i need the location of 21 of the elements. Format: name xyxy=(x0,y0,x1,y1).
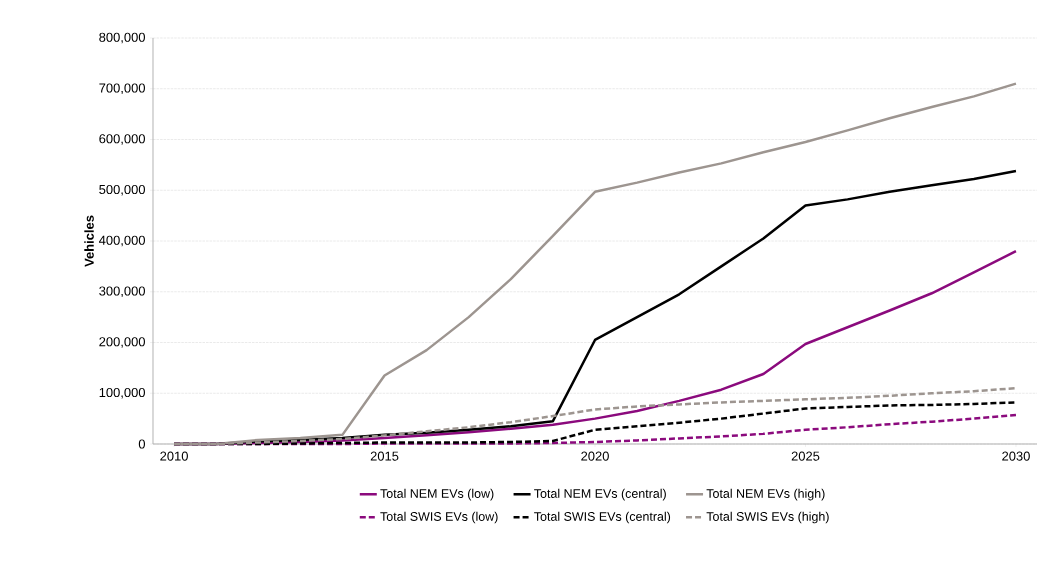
legend-label: Total SWIS EVs (central) xyxy=(534,511,671,524)
legend-label: Total NEM EVs (low) xyxy=(380,488,494,501)
y-tick-label: 400,000 xyxy=(98,235,145,247)
y-axis-title: Vehicles xyxy=(84,215,94,267)
y-tick-label: 200,000 xyxy=(99,337,145,348)
y-tick-label: 100,000 xyxy=(99,387,145,399)
y-tick-label: 500,000 xyxy=(99,184,145,196)
legend-label: Total NEM EVs (high) xyxy=(706,488,825,501)
legend-label: Total SWIS EVs (low) xyxy=(380,511,498,524)
legend-label: Total SWIS EVs (high) xyxy=(706,511,829,524)
y-tick-label: 300,000 xyxy=(99,286,145,298)
y-tick-label: 600,000 xyxy=(99,134,145,145)
legend-label: Total NEM EVs (central) xyxy=(534,488,666,501)
x-tick-label: 2030 xyxy=(1002,451,1030,461)
x-tick-label: 2010 xyxy=(160,451,188,461)
x-tick-label: 2015 xyxy=(370,451,399,461)
x-tick-label: 2025 xyxy=(791,451,820,461)
x-tick-label: 2020 xyxy=(581,451,609,461)
y-tick-label: 0 xyxy=(138,439,146,449)
y-tick-label: 800,000 xyxy=(99,32,145,44)
y-tick-label: 700,000 xyxy=(99,83,145,95)
